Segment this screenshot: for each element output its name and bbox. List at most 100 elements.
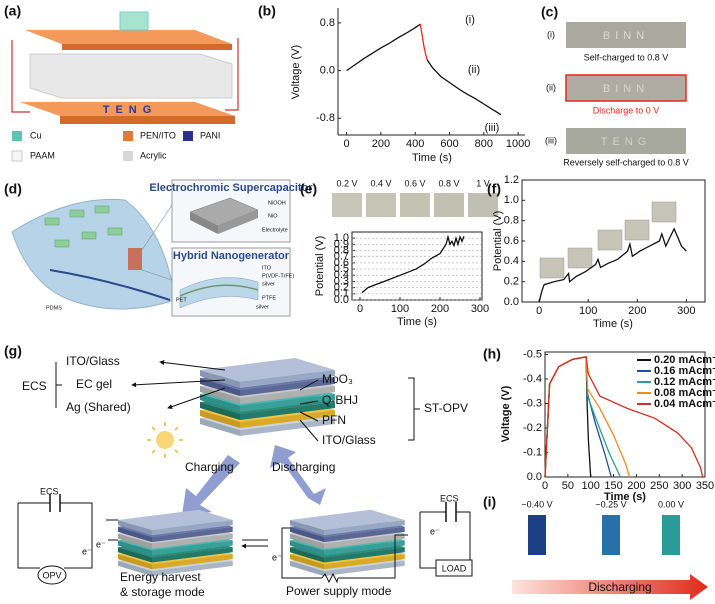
layer-label: NiOOH <box>268 200 286 206</box>
row-marker: (iii) <box>545 135 557 145</box>
mode-label: Power supply mode <box>286 584 392 598</box>
row-marker: (i) <box>547 29 555 39</box>
y-tick-label: 0.2 <box>334 282 349 294</box>
x-tick-label: 0 <box>542 480 548 492</box>
discharge-arrow <box>512 574 708 600</box>
bracket <box>55 362 62 408</box>
layer-label: ITO/Glass <box>322 433 376 447</box>
electron-label: e⁻ <box>272 552 282 562</box>
layer-label: ITO/Glass <box>66 354 120 368</box>
y-tick-label: 0.8 <box>320 17 335 29</box>
group-label: ST-OPV <box>424 401 468 415</box>
x-tick-label: 1000 <box>506 138 530 150</box>
x-tick-label: 300 <box>677 305 695 317</box>
photo-label: 0.6 V <box>404 178 425 188</box>
legend-swatch <box>183 131 193 141</box>
group-label: ECS <box>22 379 47 393</box>
y-tick-label: 0.7 <box>334 251 349 263</box>
flexible-sheet <box>11 198 176 310</box>
x-tick-label: 0 <box>357 303 363 315</box>
x-tick-label: 100 <box>582 480 600 492</box>
photo <box>566 22 686 48</box>
load-box <box>435 559 473 577</box>
layer-label: silver <box>262 281 275 287</box>
x-axis-label: Time (s) <box>397 316 437 328</box>
inset-title: Hybrid Nanogenerator <box>173 250 290 262</box>
legend-label: PANI <box>200 130 220 140</box>
equilibrium-arrows <box>242 539 268 546</box>
legend-label: PEN/ITO <box>140 130 176 140</box>
x-tick-label: 200 <box>628 305 646 317</box>
mode-label: & storage mode <box>120 585 205 599</box>
y-tick-label: 0.3 <box>334 275 349 287</box>
pointer <box>159 360 226 371</box>
swatch-label: 0.00 V <box>658 499 684 509</box>
legend-label: Cu <box>30 130 42 140</box>
y-tick-label: 0.8 <box>334 244 349 256</box>
data-line <box>419 23 428 61</box>
capacitor <box>445 502 457 522</box>
circuit-label: ECS <box>440 493 459 503</box>
pointer <box>131 379 226 388</box>
inset-photos <box>539 201 677 279</box>
panel-label: (g) <box>4 343 22 359</box>
electrode-bottom-edge <box>60 116 235 124</box>
mode-label: Energy harvest <box>120 570 201 584</box>
legend-label: PAAM <box>30 150 55 160</box>
pointer <box>299 379 319 391</box>
x-tick-label: 50 <box>562 480 574 492</box>
layer-label: silver <box>256 304 269 310</box>
y-tick-label: 0.6 <box>334 257 349 269</box>
supercap-device <box>218 210 258 234</box>
y-tick-label: 0.0 <box>504 296 519 308</box>
caption: Discharge to 0 V <box>593 105 660 115</box>
photo-label: 0.2 V <box>336 178 357 188</box>
x-tick-label: 800 <box>475 138 493 150</box>
photo-label: 0.8 V <box>438 178 459 188</box>
y-tick-label: 0.9 <box>334 238 349 250</box>
electron-label: e⁻ <box>96 539 106 549</box>
x-tick-label: 200 <box>372 138 390 150</box>
color-swatch <box>602 515 620 555</box>
swatch-label: −0.25 V <box>595 499 626 509</box>
x-tick-label: 100 <box>391 303 409 315</box>
photo-label: 0.4 V <box>370 178 391 188</box>
photo-label: 1 V <box>476 178 490 188</box>
caption: Reversely self-charged to 0.8 V <box>563 157 689 167</box>
x-axis-label: Time (s) <box>593 318 633 330</box>
y-tick-label: 0.5 <box>334 263 349 275</box>
bracket <box>408 377 420 441</box>
resistor <box>321 572 339 584</box>
data-line <box>346 23 421 72</box>
swatch-label: −0.40 V <box>521 499 552 509</box>
data-line <box>361 234 465 294</box>
discharging-arrow <box>270 445 326 505</box>
y-tick-label: 0.0 <box>527 471 542 483</box>
y-axis-label: Voltage (V) <box>500 385 512 442</box>
layer-label: P(VDF-TrFE) <box>262 273 294 279</box>
inset-title: Electrochromic Supercapacitor <box>149 182 313 194</box>
x-tick-label: 600 <box>440 138 458 150</box>
callout-line <box>141 204 173 251</box>
x-tick-label: 250 <box>650 480 668 492</box>
y-tick-label: 0.2 <box>504 276 519 288</box>
x-tick-label: 0 <box>344 138 350 150</box>
legend-label: 0.04 mAcm⁻² <box>654 398 715 410</box>
arrow-label: Discharging <box>272 460 335 474</box>
callout-line <box>141 269 173 281</box>
electron-label: e⁻ <box>430 526 440 536</box>
pani-letters: TENG <box>103 104 158 116</box>
electrode-array <box>44 205 123 248</box>
layer-label: PFN <box>322 413 346 427</box>
panel-label: (d) <box>4 181 22 197</box>
plot-frame <box>544 351 706 478</box>
y-tick-label: 1.0 <box>504 194 519 206</box>
legend-label: 0.12 mAcm⁻² <box>654 376 715 388</box>
x-tick-label: 150 <box>604 480 622 492</box>
lead <box>106 519 118 541</box>
x-axis-label: Time (s) <box>604 491 646 503</box>
circuit-label: ECS <box>40 486 59 496</box>
charging-arrow <box>182 455 240 515</box>
paam-gel <box>29 53 233 99</box>
cu-block <box>119 11 149 31</box>
